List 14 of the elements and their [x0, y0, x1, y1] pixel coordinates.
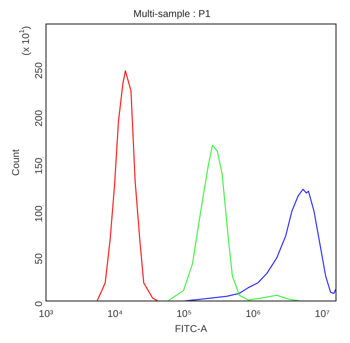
x-tick-label: 10⁵ [176, 308, 192, 320]
y-tick-label: 100 [34, 205, 45, 222]
x-tick-label: 10⁴ [107, 308, 123, 320]
y-tick-label: 0 [34, 300, 45, 307]
y-tick-label: 200 [34, 110, 45, 127]
x-tick-label: 10⁷ [314, 308, 330, 320]
y-axis-title: Count [10, 148, 22, 176]
chart-title: Multi-sample : P1 [133, 8, 212, 20]
y-tick-label: 250 [34, 62, 45, 79]
y-tick-label: 150 [34, 157, 45, 174]
y-tick-label: 50 [34, 252, 45, 264]
x-tick-label: 10³ [38, 308, 54, 320]
x-tick-label: 10⁶ [246, 308, 261, 320]
x-axis-title: FITC-A [174, 324, 208, 335]
